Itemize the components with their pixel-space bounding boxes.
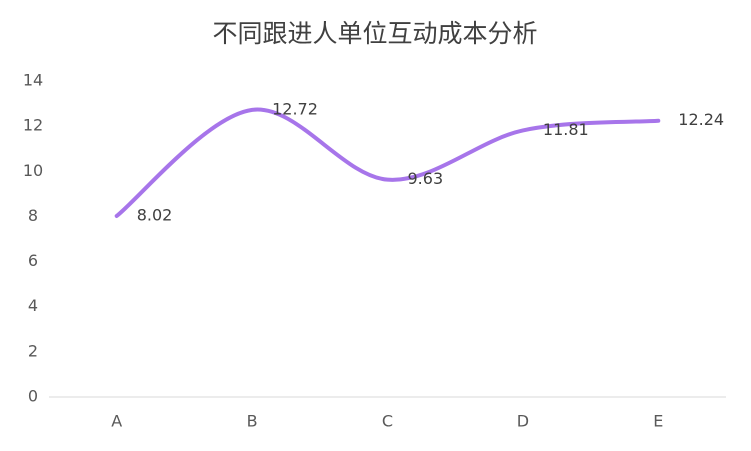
x-tick-label: E — [653, 412, 663, 431]
data-label: 11.81 — [543, 120, 589, 139]
x-tick-label: D — [517, 412, 529, 431]
data-label: 12.72 — [272, 99, 318, 118]
y-tick-label: 10 — [23, 161, 43, 180]
y-tick-label: 8 — [28, 206, 38, 225]
y-tick-label: 4 — [28, 296, 38, 315]
y-tick-label: 0 — [28, 387, 38, 406]
data-label: 9.63 — [408, 169, 444, 188]
x-tick-label: C — [382, 412, 393, 431]
y-tick-label: 14 — [23, 71, 43, 90]
y-tick-label: 12 — [23, 116, 43, 135]
data-label: 12.24 — [678, 110, 724, 129]
y-tick-label: 2 — [28, 341, 38, 360]
data-label: 8.02 — [137, 205, 173, 224]
y-tick-label: 6 — [28, 251, 38, 270]
line — [114, 107, 661, 218]
chart-title: 不同跟进人单位互动成本分析 — [212, 19, 537, 48]
x-tick-label: A — [111, 412, 122, 431]
x-tick-label: B — [247, 412, 258, 431]
